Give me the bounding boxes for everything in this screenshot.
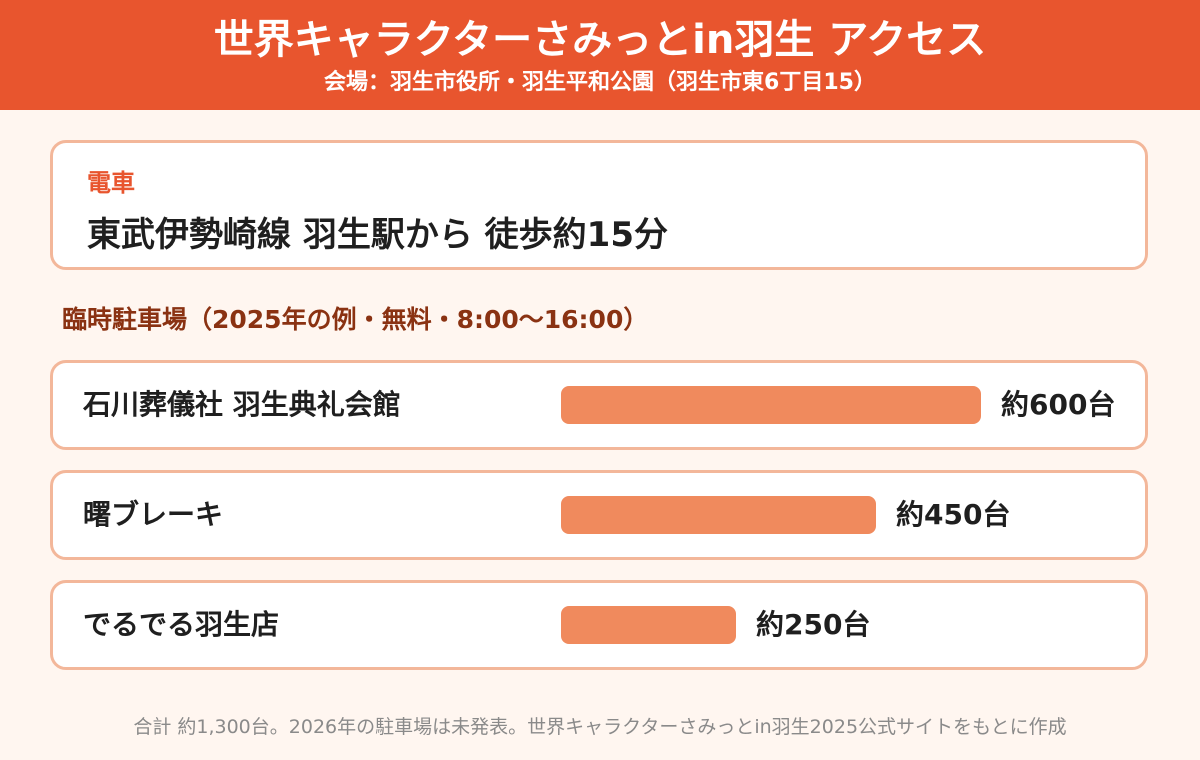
- capacity-label: 約600台: [1001, 388, 1116, 421]
- footer-note: 合計 約1,300台。2026年の駐車場は未発表。世界キャラクターさみっとin羽…: [133, 716, 1067, 738]
- parking-row: 石川葬儀社 羽生典礼会館 約600台: [50, 360, 1148, 450]
- page-title: 世界キャラクターさみっとin羽生 アクセス: [213, 17, 987, 63]
- parking-row: でるでる羽生店 約250台: [50, 580, 1148, 670]
- train-access-card: 電車 東武伊勢崎線 羽生駅から 徒歩約15分: [50, 140, 1148, 270]
- capacity-label: 約250台: [756, 608, 871, 641]
- parking-lot-name: 曙ブレーキ: [83, 498, 224, 531]
- parking-lot-name: でるでる羽生店: [83, 608, 280, 641]
- parking-heading: 臨時駐車場（2025年の例・無料・8:00〜16:00）: [62, 305, 649, 334]
- parking-row: 曙ブレーキ 約450台: [50, 470, 1148, 560]
- train-label: 電車: [87, 169, 135, 197]
- capacity-label: 約450台: [896, 498, 1011, 531]
- capacity-bar: [561, 606, 736, 644]
- capacity-bar: [561, 386, 981, 424]
- page-subtitle: 会場：羽生市役所・羽生平和公園（羽生市東6丁目15）: [324, 70, 876, 95]
- parking-lot-name: 石川葬儀社 羽生典礼会館: [83, 388, 401, 421]
- capacity-bar: [561, 496, 876, 534]
- header: 世界キャラクターさみっとin羽生 アクセス 会場：羽生市役所・羽生平和公園（羽生…: [0, 0, 1200, 110]
- train-description: 東武伊勢崎線 羽生駅から 徒歩約15分: [87, 215, 668, 255]
